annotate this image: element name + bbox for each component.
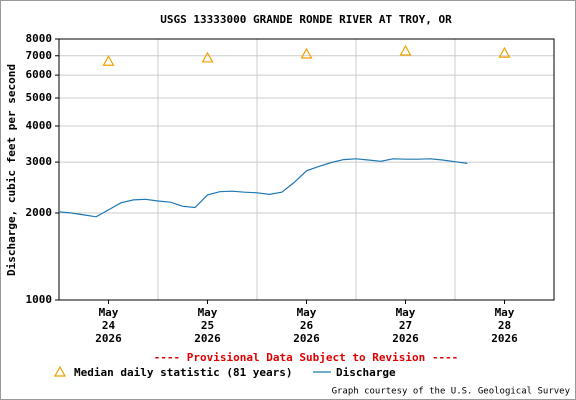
x-tick-label: May 25 2026 — [194, 306, 221, 345]
y-tick-label: 5000 — [26, 91, 53, 104]
median-marker — [300, 47, 313, 59]
chart-title: USGS 13333000 GRANDE RONDE RIVER AT TROY… — [160, 13, 452, 26]
y-tick-label: 2000 — [26, 206, 53, 219]
x-tick-label: May 28 2026 — [491, 306, 518, 345]
x-tick-label: May 26 2026 — [293, 306, 320, 345]
y-tick-label: 7000 — [26, 49, 53, 62]
y-tick-label: 4000 — [26, 119, 53, 132]
median-marker — [201, 51, 214, 63]
provisional-note: ---- Provisional Data Subject to Revisio… — [154, 351, 459, 364]
y-tick-label: 8000 — [26, 32, 53, 45]
x-tick-label: May 27 2026 — [392, 306, 419, 345]
discharge-line — [58, 158, 468, 218]
legend-marker — [53, 365, 67, 377]
plot-area — [58, 38, 555, 301]
median-marker — [498, 46, 511, 58]
median-marker — [399, 44, 412, 56]
y-tick-label: 6000 — [26, 68, 53, 81]
y-tick-label: 3000 — [26, 155, 53, 168]
y-axis-label: Discharge, cubic feet per second — [5, 64, 18, 276]
legend-label: Median daily statistic (81 years) — [74, 366, 293, 379]
y-tick-label: 1000 — [26, 293, 53, 306]
legend-label: Discharge — [336, 366, 396, 379]
credit: Graph courtesy of the U.S. Geological Su… — [332, 387, 571, 397]
median-marker — [102, 55, 115, 66]
x-tick-label: May 24 2026 — [95, 306, 122, 345]
